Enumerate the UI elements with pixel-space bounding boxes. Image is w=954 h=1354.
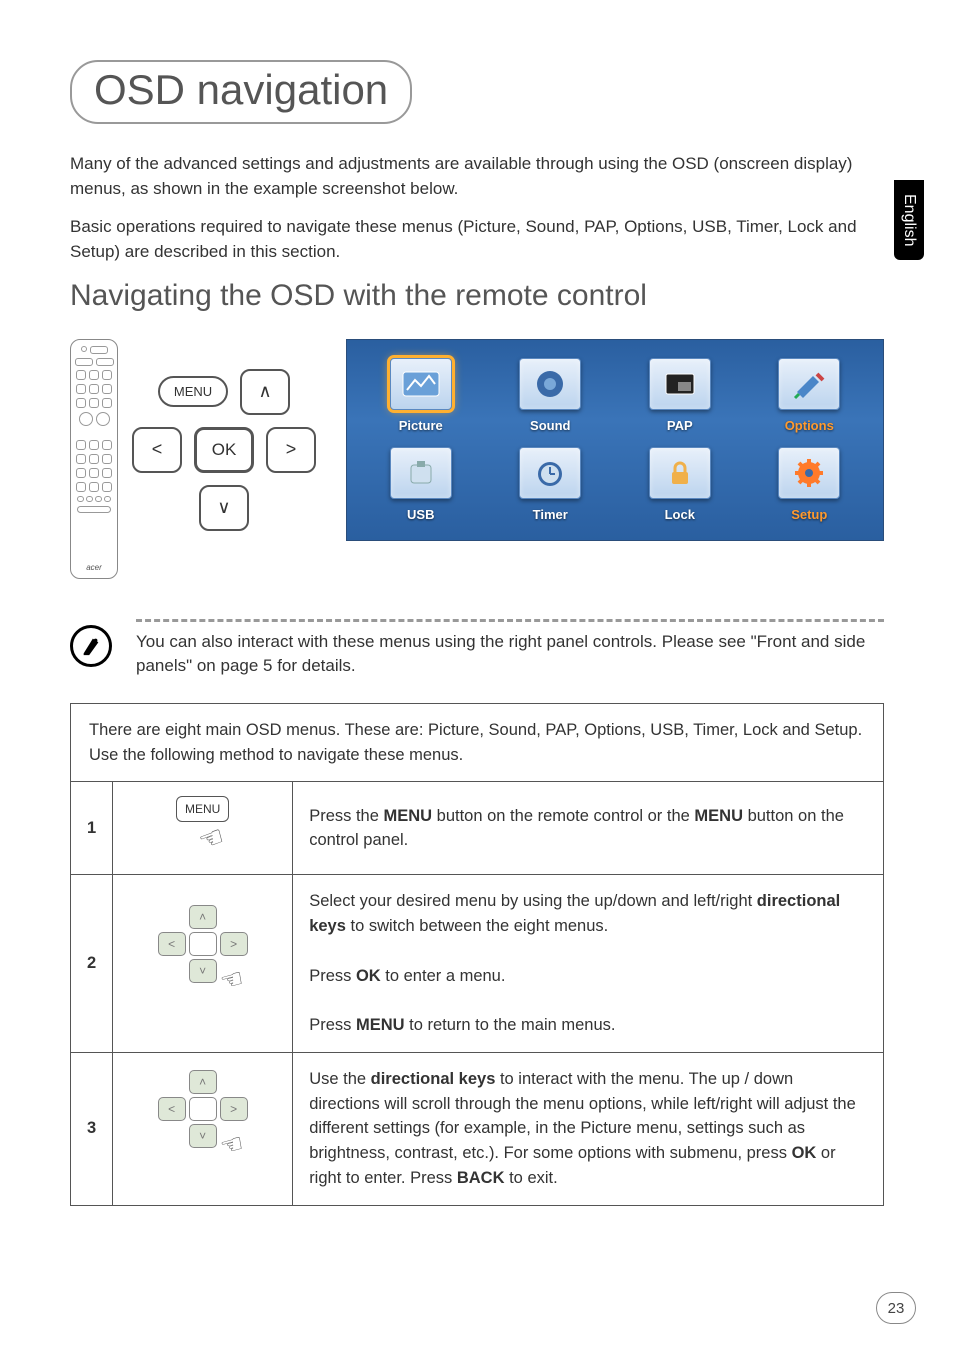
step-text: Select your desired menu by using the up…	[293, 875, 884, 1053]
pap-icon	[649, 358, 711, 410]
sound-icon	[519, 358, 581, 410]
osd-label: USB	[407, 507, 434, 522]
osd-item-timer[interactable]: Timer	[491, 447, 611, 522]
note-divider	[136, 619, 884, 622]
osd-item-pap[interactable]: PAP	[620, 358, 740, 433]
picture-icon	[390, 358, 452, 410]
hand-icon: ☜	[193, 815, 231, 863]
osd-label: Options	[785, 418, 834, 433]
step-number: 3	[71, 1052, 113, 1205]
down-button[interactable]: ∨	[199, 485, 249, 531]
left-button[interactable]: <	[132, 427, 182, 473]
osd-item-usb[interactable]: USB	[361, 447, 481, 522]
osd-label: Sound	[530, 418, 570, 433]
options-icon	[778, 358, 840, 410]
note-icon	[70, 625, 112, 667]
osd-item-options[interactable]: Options	[750, 358, 870, 433]
step-number: 2	[71, 875, 113, 1053]
diagram-row: acer MENU ∧ < OK > ∨ Picture Sound PAP Opti…	[70, 339, 884, 579]
step-number: 1	[71, 782, 113, 875]
table-row: 2˄˂˃˅☜Select your desired menu by using …	[71, 875, 884, 1053]
ok-button[interactable]: OK	[194, 427, 254, 473]
remote-brand: acer	[86, 563, 102, 572]
osd-item-picture[interactable]: Picture	[361, 358, 481, 433]
table-row: 3˄˂˃˅☜Use the directional keys to intera…	[71, 1052, 884, 1205]
osd-label: Timer	[533, 507, 568, 522]
intro-paragraph-2: Basic operations required to navigate th…	[70, 215, 884, 264]
remote-outline: acer	[70, 339, 118, 579]
up-button[interactable]: ∧	[240, 369, 290, 415]
timer-icon	[519, 447, 581, 499]
step-text: Use the directional keys to interact wit…	[293, 1052, 884, 1205]
intro-paragraph-1: Many of the advanced settings and adjust…	[70, 152, 884, 201]
menu-button[interactable]: MENU	[158, 376, 228, 407]
osd-label: Lock	[665, 507, 695, 522]
page-title: OSD navigation	[70, 60, 412, 124]
table-intro: There are eight main OSD menus. These ar…	[71, 703, 884, 782]
step-diagram: ˄˂˃˅☜	[113, 1052, 293, 1205]
right-button[interactable]: >	[266, 427, 316, 473]
usb-icon	[390, 447, 452, 499]
page-number: 23	[876, 1292, 916, 1324]
setup-icon	[778, 447, 840, 499]
steps-table: There are eight main OSD menus. These ar…	[70, 703, 884, 1206]
osd-item-sound[interactable]: Sound	[491, 358, 611, 433]
step-diagram: MENU☜	[113, 782, 293, 875]
osd-item-setup[interactable]: Setup	[750, 447, 870, 522]
step-text: Press the MENU button on the remote cont…	[293, 782, 884, 875]
remote-key-callouts: MENU ∧ < OK > ∨	[132, 339, 316, 531]
language-tab: English	[894, 180, 924, 260]
table-row: 1MENU☜Press the MENU button on the remot…	[71, 782, 884, 875]
osd-label: Setup	[791, 507, 827, 522]
osd-label: PAP	[667, 418, 693, 433]
lock-icon	[649, 447, 711, 499]
mini-menu-button[interactable]: MENU	[176, 796, 229, 822]
osd-label: Picture	[399, 418, 443, 433]
section-heading: Navigating the OSD with the remote contr…	[70, 279, 884, 313]
step-diagram: ˄˂˃˅☜	[113, 875, 293, 1053]
note-text: You can also interact with these menus u…	[136, 630, 884, 679]
osd-item-lock[interactable]: Lock	[620, 447, 740, 522]
osd-screenshot: Picture Sound PAP Options USB Timer Lock Setup	[346, 339, 884, 541]
